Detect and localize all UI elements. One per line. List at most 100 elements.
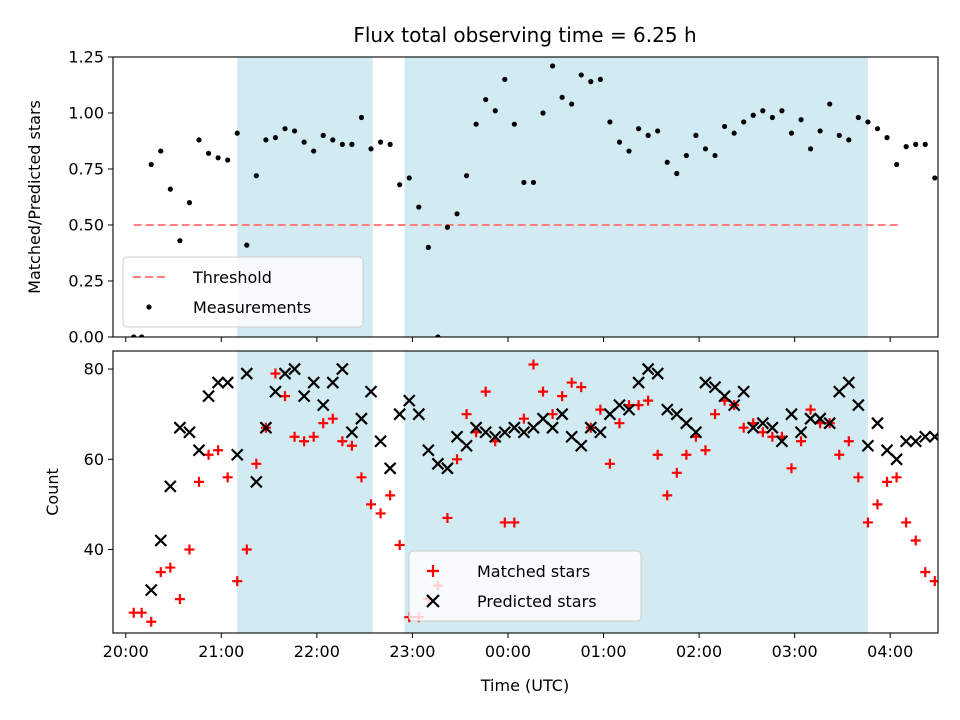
matched-star-point bbox=[394, 540, 405, 551]
measurement-point bbox=[798, 117, 804, 123]
measurement-point bbox=[913, 141, 919, 147]
measurement-point bbox=[463, 173, 470, 179]
y-tick-label: 40 bbox=[84, 540, 104, 559]
predicted-star-point bbox=[211, 376, 225, 389]
matched-star-point bbox=[834, 449, 845, 460]
predicted-star-point bbox=[527, 421, 540, 434]
matched-star-point bbox=[547, 409, 558, 420]
measurement-point bbox=[521, 179, 527, 186]
y-tick-label: 0.50 bbox=[68, 216, 104, 235]
measurement-point bbox=[131, 334, 137, 337]
predicted-star-point bbox=[823, 416, 836, 430]
matched-star-point bbox=[518, 413, 529, 424]
matched-star-point bbox=[136, 607, 147, 618]
measurement-point bbox=[435, 334, 441, 337]
x-axis-label: Time (UTC) bbox=[480, 676, 569, 695]
y-axis-label: Matched/Predicted stars bbox=[25, 100, 44, 294]
matched-star-point bbox=[146, 616, 157, 627]
measurement-point bbox=[196, 137, 202, 143]
measurement-point bbox=[693, 132, 699, 138]
y-tick-label: 0.75 bbox=[68, 160, 104, 179]
legend: Threshold Measurements bbox=[122, 256, 364, 328]
matched-star-point bbox=[576, 382, 587, 393]
measurement-point bbox=[769, 114, 775, 121]
matched-star-point bbox=[767, 431, 778, 442]
matched-star-point bbox=[174, 594, 185, 605]
measurement-point bbox=[827, 101, 833, 107]
measurement-point bbox=[263, 137, 269, 143]
measurement-point bbox=[358, 114, 365, 121]
measurement-point bbox=[922, 141, 928, 147]
measurement-point bbox=[721, 123, 728, 130]
measurement-point bbox=[549, 63, 556, 69]
matched-star-point bbox=[356, 472, 367, 483]
predicted-star-point bbox=[441, 462, 454, 475]
legend: Matched stars Predicted stars bbox=[408, 550, 642, 622]
legend-matched-swatch bbox=[427, 565, 439, 577]
measurement-point bbox=[616, 139, 623, 145]
x-tick-label: 00:00 bbox=[485, 642, 531, 661]
measurement-point bbox=[903, 144, 909, 150]
x-tick-label: 23:00 bbox=[389, 642, 435, 661]
measurement-point bbox=[253, 173, 259, 179]
predicted-star-point bbox=[861, 439, 875, 453]
matched-star-point bbox=[557, 391, 568, 402]
predicted-star-point bbox=[488, 430, 502, 444]
matched-star-point bbox=[853, 472, 864, 483]
measurement-point bbox=[158, 148, 164, 154]
measurement-point bbox=[817, 128, 823, 134]
count-panel: 40 60 80 20:00 21:00 22:00 23:00 00:00 01:00 02:0… bbox=[43, 350, 939, 661]
measurement-point bbox=[932, 175, 938, 181]
measurement-point bbox=[148, 161, 154, 168]
measurement-point bbox=[884, 135, 890, 141]
measurement-point bbox=[167, 186, 173, 192]
predicted-star-point bbox=[450, 430, 464, 444]
matched-star-point bbox=[222, 472, 233, 483]
x-tick-label: 01:00 bbox=[580, 642, 626, 661]
measurement-point bbox=[760, 108, 766, 114]
measurement-point bbox=[683, 152, 689, 159]
matched-star-point bbox=[862, 517, 873, 528]
predicted-star-point bbox=[278, 367, 292, 380]
matched-star-point bbox=[327, 413, 338, 424]
x-tick-label: 02:00 bbox=[676, 642, 722, 661]
predicted-star-point bbox=[479, 425, 492, 439]
y-tick-label: 0.25 bbox=[68, 272, 104, 291]
measurement-point bbox=[807, 146, 814, 152]
measurement-point bbox=[846, 137, 852, 143]
measurement-point bbox=[578, 72, 584, 78]
measurement-point bbox=[874, 126, 881, 132]
measurement-point bbox=[645, 132, 651, 138]
predicted-star-point bbox=[297, 389, 311, 403]
x-tick-label: 04:00 bbox=[867, 642, 913, 661]
series-predicted-stars bbox=[144, 362, 938, 597]
matched-star-point bbox=[375, 508, 386, 519]
predicted-star-point bbox=[699, 376, 712, 389]
predicted-star-point bbox=[402, 394, 416, 407]
predicted-star-point bbox=[240, 367, 254, 380]
predicted-star-point bbox=[651, 367, 664, 380]
axes-frame bbox=[112, 350, 939, 634]
matched-star-point bbox=[155, 567, 166, 578]
measurement-point bbox=[177, 238, 183, 244]
x-tick-label: 22:00 bbox=[294, 642, 340, 661]
predicted-star-point bbox=[164, 480, 177, 493]
predicted-star-point bbox=[412, 407, 426, 421]
matched-star-point bbox=[757, 427, 768, 438]
predicted-star-point bbox=[660, 403, 674, 416]
matched-star-point bbox=[786, 463, 797, 474]
matched-star-point bbox=[700, 445, 711, 456]
measurement-point bbox=[377, 139, 384, 145]
observing-window-band bbox=[237, 351, 373, 633]
measurement-point bbox=[664, 159, 670, 165]
measurement-point bbox=[865, 119, 871, 125]
measurement-point bbox=[244, 242, 250, 248]
measurement-point bbox=[225, 157, 231, 163]
matched-star-point bbox=[346, 440, 357, 451]
matched-star-point bbox=[843, 436, 854, 447]
measurement-point bbox=[530, 179, 537, 186]
predicted-star-point bbox=[603, 407, 617, 421]
predicted-star-point bbox=[584, 421, 598, 434]
predicted-star-point bbox=[775, 434, 789, 448]
